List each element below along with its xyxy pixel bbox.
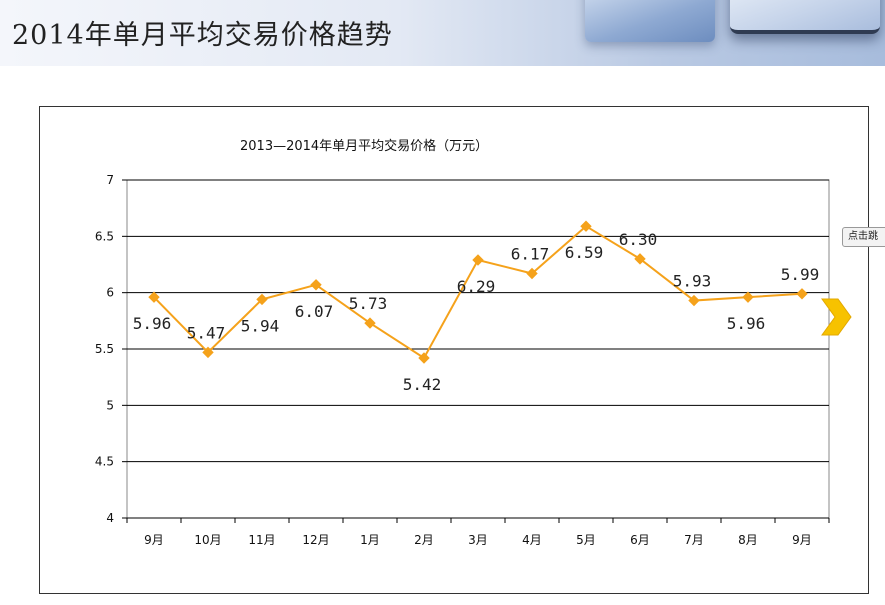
data-point [580, 220, 592, 232]
data-label: 5.96 [133, 314, 172, 333]
data-label: 5.47 [187, 323, 226, 342]
y-tick-label: 5 [106, 398, 114, 412]
y-tick-label: 4 [106, 511, 114, 525]
x-tick-label: 9月 [792, 533, 812, 547]
data-point [472, 254, 484, 266]
x-tick-label: 11月 [248, 533, 275, 547]
data-point [688, 294, 700, 307]
chart-title: 2013—2014年单月平均交易价格（万元） [240, 138, 488, 154]
data-point [418, 352, 430, 364]
decorative-box [585, 0, 715, 42]
y-tick-label: 6 [106, 286, 114, 300]
data-point [202, 346, 214, 359]
data-label: 5.93 [673, 272, 712, 291]
line-chart: 2013—2014年单月平均交易价格（万元） 4 4.5 5 5.5 6 6.5 7 9月 10月… [95, 138, 830, 547]
data-point [148, 291, 160, 303]
next-arrow-icon[interactable] [820, 297, 852, 337]
data-point [256, 293, 268, 306]
x-tick-label: 12月 [302, 533, 329, 547]
x-tick-label: 2月 [414, 533, 434, 547]
data-label: 6.59 [565, 243, 604, 262]
data-point [742, 291, 754, 303]
chart-container: 2013—2014年单月平均交易价格（万元） 4 4.5 5 5.5 6 6.5 7 9月 10月… [39, 106, 869, 594]
data-point [364, 317, 376, 329]
x-tick-label: 3月 [468, 533, 488, 547]
x-tick-label: 10月 [194, 533, 221, 547]
data-label: 6.29 [457, 277, 496, 296]
y-tick-label: 7 [106, 173, 114, 187]
x-tick-label: 5月 [576, 533, 596, 547]
jump-tooltip[interactable]: 点击跳 [842, 227, 885, 247]
y-tick-label: 4.5 [95, 455, 114, 469]
y-tick-label: 5.5 [95, 342, 114, 356]
x-tick-label: 9月 [144, 533, 164, 547]
decorative-box [730, 0, 880, 34]
data-label: 6.17 [511, 245, 550, 264]
x-tick-label: 1月 [360, 533, 380, 547]
data-label: 5.99 [781, 265, 820, 284]
data-point [310, 279, 322, 291]
y-tick-label: 6.5 [95, 229, 114, 243]
data-point [796, 288, 808, 300]
page-header: 2014年单月平均交易价格趋势 [0, 0, 885, 66]
data-label: 6.30 [619, 230, 658, 249]
data-point [526, 267, 538, 280]
x-tick-label: 8月 [738, 533, 758, 547]
data-label: 5.96 [727, 314, 766, 333]
data-point [634, 253, 646, 265]
data-label: 6.07 [295, 302, 334, 321]
x-tick-label: 7月 [684, 533, 704, 547]
x-tick-label: 4月 [522, 533, 542, 547]
data-label: 5.42 [403, 375, 442, 394]
data-label: 5.73 [349, 294, 388, 313]
data-label: 5.94 [241, 316, 280, 335]
page-title: 2014年单月平均交易价格趋势 [12, 20, 393, 51]
x-tick-label: 6月 [630, 533, 650, 547]
